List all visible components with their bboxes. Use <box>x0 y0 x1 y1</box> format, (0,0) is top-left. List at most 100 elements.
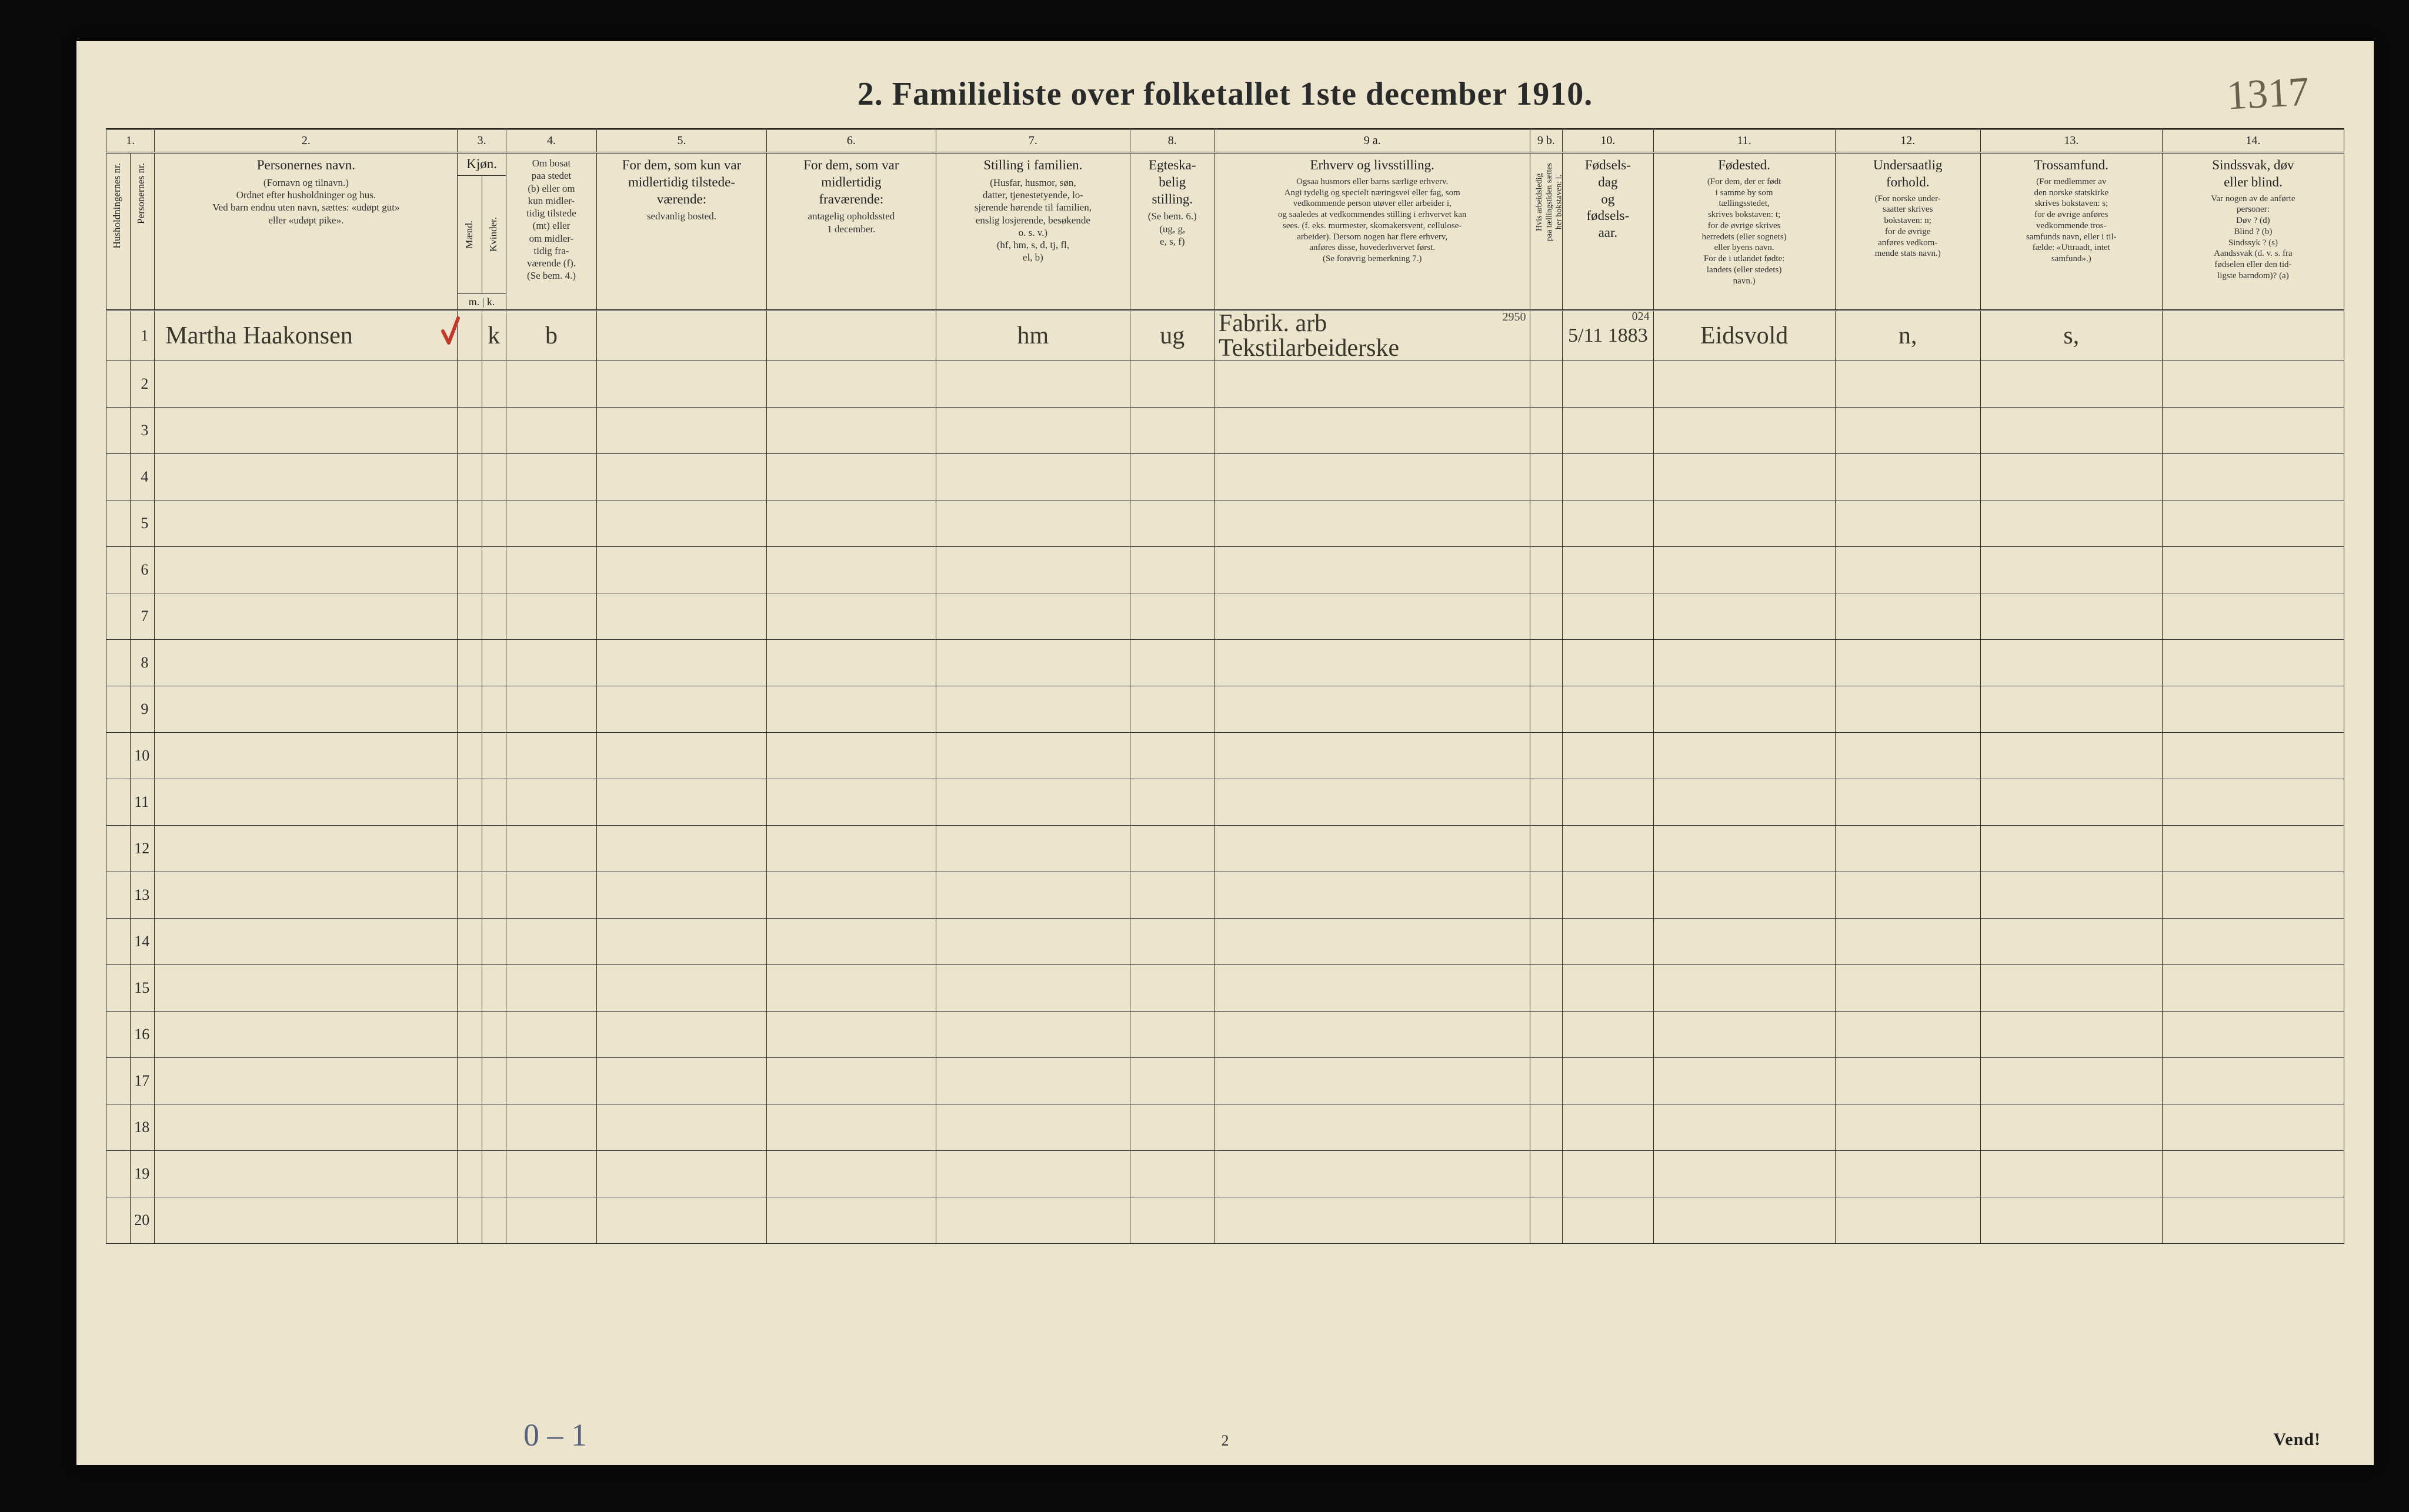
cell-sindssvak <box>2162 1104 2344 1151</box>
corner-handwritten-number: 1317 <box>2226 68 2310 119</box>
cell-trossamfund <box>1980 547 2162 593</box>
cell-fodselsdato <box>1563 408 1654 454</box>
table-row: 6 <box>106 547 2344 593</box>
cell-egteskab <box>1130 408 1214 454</box>
cell-husholdning-nr <box>106 1104 131 1151</box>
cell-fodselsdato <box>1563 779 1654 826</box>
cell-navn <box>155 919 458 965</box>
cell-fodselsdato <box>1563 454 1654 500</box>
cell-arbeidsledig <box>1530 1197 1563 1244</box>
cell-person-nr: 3 <box>131 408 155 454</box>
cell-navn <box>155 454 458 500</box>
cell-husholdning-nr <box>106 686 131 733</box>
fodselsdato-margin-note: 024 <box>1632 310 1650 323</box>
cell-navn <box>155 1197 458 1244</box>
cell-bosat <box>506 965 597 1012</box>
cell-fodselsdato <box>1563 361 1654 408</box>
cell-fodested: Eidsvold <box>1653 311 1835 361</box>
cell-kjon-k <box>482 919 506 965</box>
cell-fodested <box>1653 1104 1835 1151</box>
cell-egteskab <box>1130 454 1214 500</box>
cell-navn <box>155 1151 458 1197</box>
colnum-4: 4. <box>506 129 597 153</box>
cell-arbeidsledig <box>1530 361 1563 408</box>
cell-fodested <box>1653 965 1835 1012</box>
cell-familiestilling <box>936 733 1130 779</box>
cell-fodselsdato <box>1563 1058 1654 1104</box>
cell-fodested <box>1653 547 1835 593</box>
cell-fodested <box>1653 779 1835 826</box>
table-row: 8 <box>106 640 2344 686</box>
cell-trossamfund <box>1980 965 2162 1012</box>
cell-egteskab: ug <box>1130 311 1214 361</box>
cell-undersaat <box>1835 454 1980 500</box>
cell-kjon-m <box>458 640 482 686</box>
cell-sindssvak <box>2162 826 2344 872</box>
cell-bosat <box>506 547 597 593</box>
cell-arbeidsledig <box>1530 733 1563 779</box>
cell-trossamfund <box>1980 1058 2162 1104</box>
colnum-6: 6. <box>766 129 936 153</box>
cell-fra-opphold <box>766 686 936 733</box>
cell-kjon-m <box>458 547 482 593</box>
cell-navn <box>155 640 458 686</box>
footer-vend: Vend! <box>2273 1430 2321 1450</box>
cell-erhverv <box>1214 872 1530 919</box>
cell-erhverv <box>1214 919 1530 965</box>
cell-bosat <box>506 826 597 872</box>
cell-person-nr: 15 <box>131 965 155 1012</box>
colnum-11: 11. <box>1653 129 1835 153</box>
table-row: 10 <box>106 733 2344 779</box>
cell-sindssvak <box>2162 733 2344 779</box>
cell-erhverv <box>1214 1151 1530 1197</box>
cell-fra-opphold <box>766 826 936 872</box>
cell-kjon-m <box>458 500 482 547</box>
cell-egteskab <box>1130 1012 1214 1058</box>
cell-erhverv: Fabrik. arbTekstilarbeiderske2950 <box>1214 311 1530 361</box>
cell-husholdning-nr <box>106 1197 131 1244</box>
cell-arbeidsledig <box>1530 1151 1563 1197</box>
head-fra: For dem, som varmidlertidigfraværende: a… <box>766 153 936 311</box>
head-erhverv: Erhverv og livsstilling. Ogsaa husmors e… <box>1214 153 1530 311</box>
cell-husholdning-nr <box>106 1058 131 1104</box>
cell-fra-opphold <box>766 733 936 779</box>
cell-egteskab <box>1130 1058 1214 1104</box>
cell-mt-bosted <box>597 826 766 872</box>
cell-arbeidsledig <box>1530 593 1563 640</box>
cell-person-nr: 5 <box>131 500 155 547</box>
cell-familiestilling: hm <box>936 311 1130 361</box>
cell-sindssvak <box>2162 408 2344 454</box>
cell-fra-opphold <box>766 311 936 361</box>
cell-erhverv <box>1214 1104 1530 1151</box>
cell-bosat <box>506 1012 597 1058</box>
colnum-14: 14. <box>2162 129 2344 153</box>
cell-navn <box>155 1058 458 1104</box>
cell-undersaat <box>1835 872 1980 919</box>
cell-erhverv <box>1214 1058 1530 1104</box>
cell-mt-bosted <box>597 500 766 547</box>
cell-trossamfund <box>1980 919 2162 965</box>
cell-sindssvak <box>2162 640 2344 686</box>
page-title: 2. Familieliste over folketallet 1ste de… <box>106 75 2344 113</box>
cell-mt-bosted <box>597 454 766 500</box>
cell-navn <box>155 361 458 408</box>
cell-sindssvak <box>2162 779 2344 826</box>
table-row: 17 <box>106 1058 2344 1104</box>
cell-kjon-k <box>482 1012 506 1058</box>
cell-fodested <box>1653 686 1835 733</box>
cell-undersaat <box>1835 547 1980 593</box>
cell-arbeidsledig <box>1530 872 1563 919</box>
cell-bosat <box>506 1197 597 1244</box>
cell-bosat <box>506 640 597 686</box>
document-paper: 1317 2. Familieliste over folketallet 1s… <box>76 41 2374 1465</box>
cell-navn <box>155 686 458 733</box>
cell-fodselsdato <box>1563 593 1654 640</box>
cell-undersaat <box>1835 361 1980 408</box>
cell-kjon-m <box>458 1151 482 1197</box>
cell-husholdning-nr <box>106 593 131 640</box>
cell-husholdning-nr <box>106 1012 131 1058</box>
cell-bosat <box>506 454 597 500</box>
cell-familiestilling <box>936 919 1130 965</box>
cell-navn <box>155 1104 458 1151</box>
cell-bosat <box>506 733 597 779</box>
